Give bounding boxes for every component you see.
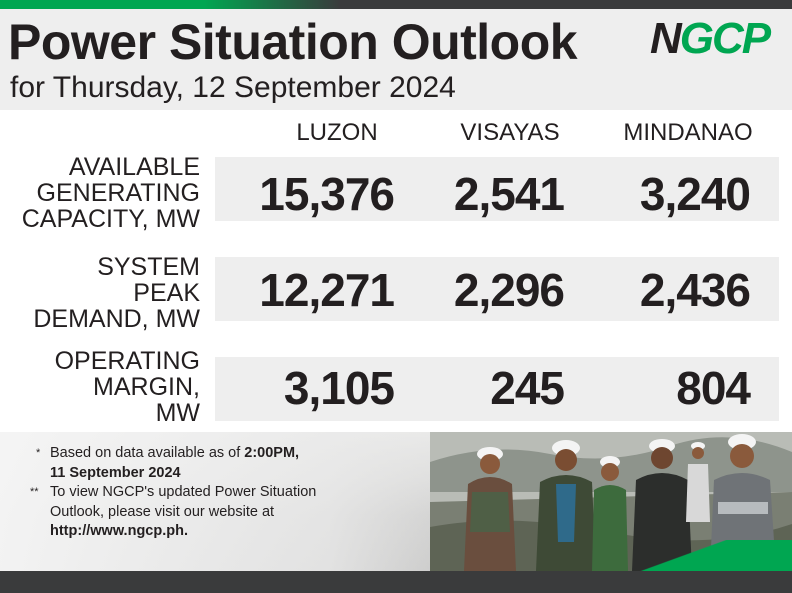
value-demand-luzon: 12,271 <box>259 264 395 316</box>
value-margin-visayas: 245 <box>490 362 565 414</box>
footnote-marker: * <box>36 447 41 459</box>
worker-figure <box>686 442 710 522</box>
ngcp-logo-text: NGCP <box>650 14 771 63</box>
row-label-demand: SYSTEM PEAK DEMAND, MW <box>33 254 200 332</box>
worker-figure <box>536 440 596 571</box>
row-label-line: PEAK <box>133 279 200 307</box>
footnote-1-date: 11 September 2024 <box>50 464 181 481</box>
worker-figure <box>464 447 516 571</box>
row-label-margin: OPERATING MARGIN, MW <box>55 348 200 426</box>
row-label-capacity: AVAILABLE GENERATING CAPACITY, MW <box>22 154 200 232</box>
row-label-line: OPERATING <box>54 347 200 375</box>
row-label-line: MW <box>155 399 200 427</box>
row-label-line: CAPACITY, MW <box>21 205 200 233</box>
row-label-line: GENERATING <box>36 179 200 207</box>
row-label-line: SYSTEM <box>97 253 200 281</box>
footnote-2-line1: To view NGCP's updated Power Situation <box>50 484 317 500</box>
header-band <box>0 9 792 110</box>
row-label-line: MARGIN, <box>93 373 200 401</box>
value-capacity-luzon: 15,376 <box>259 168 395 220</box>
footnote-2-line2: Outlook, please visit our website at <box>50 503 275 520</box>
footnote-2-url-line: http://www.ngcp.ph. <box>36 522 366 542</box>
value-demand-visayas: 2,296 <box>453 264 565 316</box>
column-header-mindanao: MINDANAO <box>623 119 753 146</box>
top-green-accent <box>0 0 340 9</box>
footnote-1: * Based on data available as of 2:00PM, <box>36 444 366 464</box>
row-band-demand <box>215 257 779 321</box>
value-capacity-visayas: 2,541 <box>453 168 565 220</box>
footnote-2-cont: Outlook, please visit our website at <box>36 503 366 523</box>
page-title: Power Situation Outlook <box>8 14 578 70</box>
top-bar <box>0 0 792 9</box>
value-capacity-mindanao: 3,240 <box>639 168 751 220</box>
bottom-bar <box>0 571 792 593</box>
footnote-1-time: 2:00PM, <box>244 445 300 461</box>
footnotes: * Based on data available as of 2:00PM, … <box>30 444 366 542</box>
value-margin-luzon: 3,105 <box>283 362 395 414</box>
website-link[interactable]: http://www.ngcp.ph. <box>50 523 188 539</box>
row-band-capacity <box>215 157 779 221</box>
bottom-green-accent <box>600 540 792 571</box>
footnote-1-cont: 11 September 2024 <box>36 464 366 484</box>
row-band-margin <box>215 357 779 421</box>
footnote-marker: ** <box>30 486 39 498</box>
row-label-line: AVAILABLE <box>68 153 200 181</box>
row-label-line: DEMAND, MW <box>33 305 200 333</box>
ngcp-logo: NGCP <box>650 14 771 63</box>
footnote-2: ** To view NGCP's updated Power Situatio… <box>30 483 366 503</box>
value-demand-mindanao: 2,436 <box>639 264 751 316</box>
value-margin-mindanao: 804 <box>676 362 751 414</box>
footnote-1-text: Based on data available as of <box>50 445 245 461</box>
photo-haze <box>0 432 470 571</box>
column-header-visayas: VISAYAS <box>460 119 560 146</box>
page-subtitle: for Thursday, 12 September 2024 <box>10 71 456 104</box>
column-header-luzon: LUZON <box>296 119 378 146</box>
